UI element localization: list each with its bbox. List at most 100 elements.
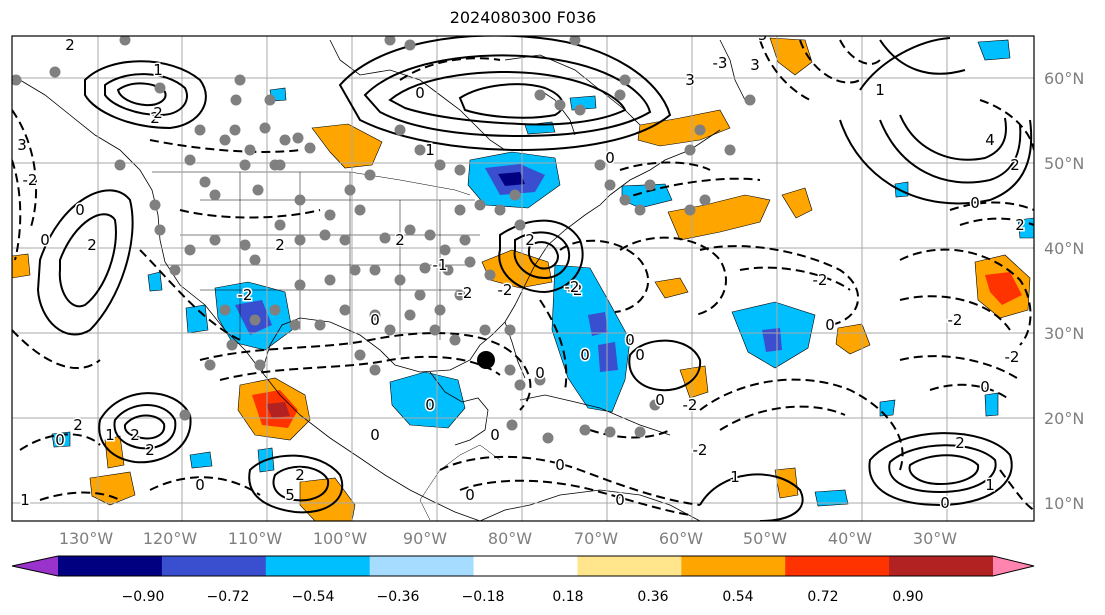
positive-patch	[667, 194, 771, 241]
station-marker	[239, 239, 251, 251]
station-marker	[744, 94, 756, 106]
contour-label: 2	[295, 466, 305, 484]
contour-label: 2	[275, 236, 285, 254]
contour-label: -2	[565, 278, 580, 296]
station-marker	[319, 229, 331, 241]
contour-label: 0	[970, 194, 980, 212]
contour-label: 0	[615, 491, 625, 509]
station-marker	[414, 144, 426, 156]
station-marker	[339, 304, 351, 316]
colorbar-tick-label: 0.72	[807, 589, 838, 605]
contour-label: -2	[23, 171, 38, 189]
station-marker	[324, 209, 336, 221]
negative-patch	[598, 342, 618, 372]
colorbar-segment	[577, 556, 682, 576]
station-marker	[369, 364, 381, 376]
station-marker	[274, 219, 286, 231]
station-marker	[649, 399, 661, 411]
positive-patch	[654, 277, 689, 299]
station-marker	[219, 304, 231, 316]
contour-label: 0	[415, 84, 425, 102]
longitude-labels: 130°W 120°W 110°W 100°W 90°W 80°W 70°W 6…	[59, 529, 957, 548]
negative-patch	[51, 431, 71, 448]
station-marker	[269, 304, 281, 316]
contour-label: -2	[238, 286, 253, 304]
state-borders	[152, 171, 501, 521]
contour-label: 3	[750, 56, 760, 74]
contour-label: 0	[580, 346, 590, 364]
station-marker	[119, 36, 131, 46]
station-marker	[209, 189, 221, 201]
lat-label: 30°N	[1044, 324, 1084, 343]
station-marker	[114, 159, 126, 171]
station-marker	[579, 424, 591, 436]
station-marker	[404, 39, 416, 51]
station-marker	[184, 244, 196, 256]
station-marker	[569, 36, 581, 46]
colorbar-segment	[473, 556, 578, 576]
station-marker	[249, 254, 261, 266]
station-marker	[230, 94, 242, 106]
station-marker	[339, 234, 351, 246]
station-marker	[244, 144, 256, 156]
colorbar-tick-label: −0.54	[292, 589, 335, 605]
contour-label: 1	[985, 476, 995, 494]
contour-label: 0	[940, 494, 950, 512]
negative-patch	[588, 312, 608, 336]
lat-label: 60°N	[1044, 69, 1084, 88]
negative-patch	[498, 172, 525, 186]
station-marker	[594, 159, 606, 171]
station-marker	[394, 274, 406, 286]
station-marker	[194, 124, 206, 136]
contour-label: 0	[535, 364, 545, 382]
station-marker	[289, 319, 301, 331]
colorbar-tick-label: −0.90	[122, 589, 165, 605]
station-marker	[694, 124, 706, 136]
contour-label: 0	[55, 431, 65, 449]
station-markers	[12, 36, 756, 444]
negative-patch	[984, 392, 999, 417]
colorbar-segment	[58, 556, 163, 576]
negative-patch	[185, 304, 209, 334]
map-title: 2024080300 F036	[449, 8, 597, 27]
station-marker	[209, 234, 221, 246]
station-marker	[574, 104, 586, 116]
contour-label: 0	[635, 346, 645, 364]
positive-patch	[637, 109, 731, 147]
lon-label: 50°W	[743, 529, 787, 548]
station-marker	[514, 219, 526, 231]
station-marker	[699, 194, 711, 206]
latitude-labels: 60°N 50°N 40°N 30°N 20°N 10°N	[1044, 69, 1084, 513]
colorbar-extension	[993, 556, 1034, 576]
contour-label: -5	[753, 26, 768, 44]
colorbar-tick-label: 0.54	[722, 589, 753, 605]
station-marker	[226, 339, 238, 351]
positive-patch	[774, 467, 799, 499]
contour-label: -2	[813, 271, 828, 289]
contour-label: 0	[655, 391, 665, 409]
colorbar-tick-label: 0.18	[552, 589, 583, 605]
station-marker	[369, 309, 381, 321]
station-marker	[434, 304, 446, 316]
station-marker	[434, 159, 446, 171]
contour-label: 0	[555, 456, 565, 474]
station-marker	[449, 334, 461, 346]
colorbar-tick-label: 0.90	[892, 589, 923, 605]
contour-label: 2	[87, 236, 97, 254]
station-marker	[619, 194, 631, 206]
station-marker	[494, 204, 506, 216]
lon-label: 30°W	[913, 529, 957, 548]
contour-label: 0	[490, 426, 500, 444]
positive-patch	[311, 123, 383, 169]
colorbar-segment	[369, 556, 475, 576]
station-marker	[384, 324, 396, 336]
station-marker	[384, 36, 396, 46]
station-marker	[184, 154, 196, 166]
solid-contours	[36, 36, 1033, 521]
contour-label: 2	[525, 231, 535, 249]
lon-label: 40°W	[828, 529, 872, 548]
negative-patch	[189, 451, 213, 469]
contour-label: -3	[713, 54, 728, 72]
contour-label: 0	[825, 316, 835, 334]
